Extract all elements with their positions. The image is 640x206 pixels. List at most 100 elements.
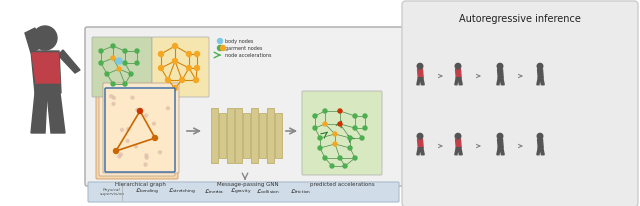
Circle shape [135,61,139,65]
Polygon shape [540,78,544,85]
Polygon shape [456,69,461,78]
Circle shape [338,109,342,113]
Circle shape [117,67,121,71]
Polygon shape [497,69,503,78]
Circle shape [330,164,334,168]
Polygon shape [497,78,500,85]
Circle shape [173,43,177,48]
Text: node accelerations: node accelerations [225,53,271,57]
FancyBboxPatch shape [105,88,175,172]
Text: Physical
supervision: Physical supervision [99,188,125,196]
Circle shape [333,142,337,146]
Circle shape [363,114,367,118]
Circle shape [118,155,121,158]
Circle shape [353,156,357,160]
Circle shape [348,136,352,140]
Bar [211,108,218,163]
Circle shape [338,122,342,126]
Bar [219,113,226,158]
Polygon shape [31,93,47,133]
Circle shape [318,136,322,140]
Circle shape [363,126,367,130]
Text: $\mathcal{L}_{\rm bending}$: $\mathcal{L}_{\rm bending}$ [135,187,159,197]
Bar [259,113,266,158]
Text: garment nodes: garment nodes [225,46,262,50]
Circle shape [343,164,347,168]
Polygon shape [456,139,461,148]
Text: $\mathcal{L}_{\rm inertia}$: $\mathcal{L}_{\rm inertia}$ [204,187,224,197]
Polygon shape [455,148,458,155]
Circle shape [537,63,543,69]
Polygon shape [420,78,424,85]
FancyBboxPatch shape [88,182,399,202]
Circle shape [135,49,139,53]
Bar [267,108,274,163]
Circle shape [116,58,122,64]
Circle shape [173,85,177,90]
Polygon shape [538,69,543,78]
Text: Hierarchical graph: Hierarchical graph [115,182,165,187]
Circle shape [109,95,113,98]
Circle shape [313,114,317,118]
Circle shape [113,149,118,153]
Circle shape [120,153,122,156]
Text: predicted accelerations: predicted accelerations [310,182,374,187]
Polygon shape [537,78,540,85]
FancyBboxPatch shape [152,37,209,97]
Circle shape [145,156,148,159]
Polygon shape [540,148,544,155]
Circle shape [417,133,423,139]
Circle shape [145,154,148,157]
Polygon shape [500,148,504,155]
Circle shape [138,109,143,114]
FancyBboxPatch shape [85,27,404,186]
Circle shape [417,63,423,69]
Circle shape [497,63,503,69]
Polygon shape [455,78,458,85]
Text: $\mathcal{L}_{\rm stretching}$: $\mathcal{L}_{\rm stretching}$ [168,187,196,197]
FancyBboxPatch shape [402,1,638,206]
FancyBboxPatch shape [99,86,175,176]
Circle shape [99,61,103,65]
Polygon shape [537,148,540,155]
Circle shape [353,114,357,118]
Polygon shape [58,50,80,73]
Circle shape [136,108,139,111]
Text: body nodes: body nodes [225,39,253,43]
Polygon shape [32,53,60,83]
Circle shape [111,82,115,86]
FancyBboxPatch shape [103,83,179,173]
Circle shape [123,49,127,53]
Circle shape [129,72,133,76]
Circle shape [126,139,129,142]
Circle shape [111,44,115,48]
Circle shape [152,122,156,125]
Polygon shape [417,139,423,148]
Circle shape [455,133,461,139]
Text: Autoregressive inference: Autoregressive inference [459,14,581,24]
Circle shape [152,136,157,140]
Circle shape [195,66,200,70]
Circle shape [173,59,177,63]
Circle shape [195,52,200,56]
Text: $\mathcal{L}_{\rm gravity}$: $\mathcal{L}_{\rm gravity}$ [230,187,252,197]
Circle shape [218,39,223,43]
Polygon shape [458,78,462,85]
Circle shape [497,133,503,139]
Circle shape [353,126,357,130]
Polygon shape [538,139,543,148]
Circle shape [113,96,115,99]
Circle shape [338,156,342,160]
Bar [243,113,250,158]
Polygon shape [500,78,504,85]
Polygon shape [420,148,424,155]
Circle shape [193,77,198,82]
Polygon shape [458,148,462,155]
Polygon shape [31,51,61,93]
Circle shape [348,146,352,150]
Circle shape [166,107,170,110]
FancyBboxPatch shape [92,37,152,97]
Circle shape [333,132,337,136]
Bar [235,108,242,163]
Circle shape [105,72,109,76]
